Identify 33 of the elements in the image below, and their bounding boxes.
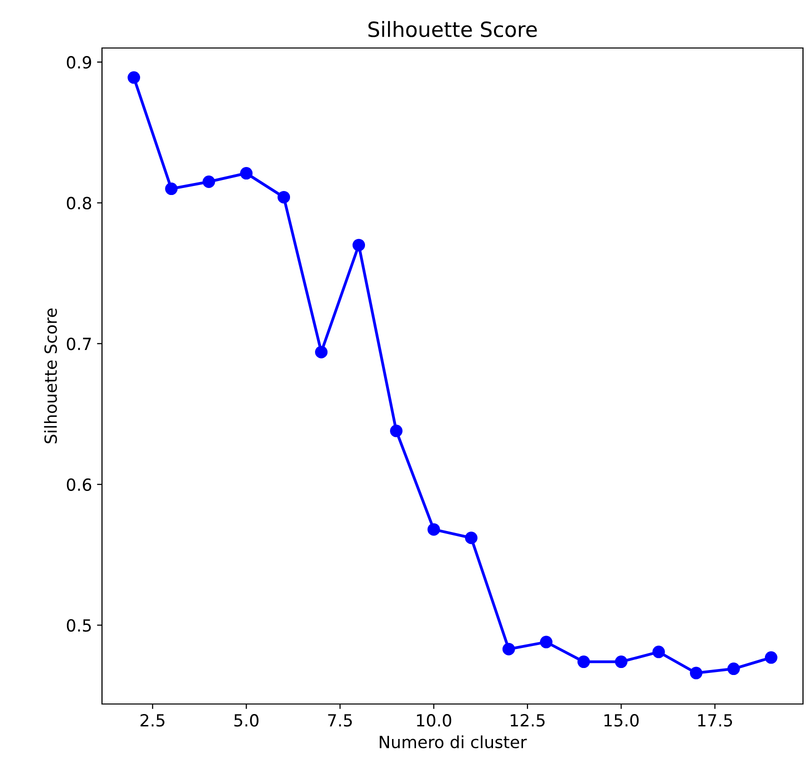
y-tick-label: 0.5 <box>66 619 91 632</box>
x-tick-label: 7.5 <box>328 714 352 727</box>
x-tick-label: 15.0 <box>604 714 639 727</box>
point <box>764 651 778 664</box>
x-tick-label: 10.0 <box>417 714 452 727</box>
point <box>690 666 702 680</box>
point <box>165 182 178 196</box>
point <box>464 532 478 544</box>
x-tick-label: 12.5 <box>510 714 545 727</box>
point <box>278 190 290 204</box>
point <box>428 523 440 536</box>
point <box>352 238 366 252</box>
point <box>390 424 403 438</box>
point <box>614 656 628 668</box>
x-axis-title: Numero di cluster <box>380 735 527 748</box>
point <box>240 167 253 180</box>
y-tick-label: 0.6 <box>66 478 92 491</box>
y-axis-title: Silhouette Score <box>44 308 57 444</box>
x-tick-label: 2.5 <box>140 714 164 727</box>
point <box>315 346 328 358</box>
point <box>577 656 590 668</box>
point <box>202 175 216 188</box>
point <box>652 646 665 658</box>
x-tick-label: 17.5 <box>698 714 732 727</box>
point <box>128 71 140 84</box>
y-tick-label: 0.7 <box>66 338 91 350</box>
point <box>727 662 740 676</box>
point <box>502 642 515 656</box>
x-tick-label: 5.0 <box>234 714 258 727</box>
y-tick-label: 0.8 <box>66 196 92 210</box>
point <box>540 636 552 648</box>
y-tick-label: 0.9 <box>66 56 92 69</box>
chart-title: Silhouette Score <box>368 21 537 38</box>
